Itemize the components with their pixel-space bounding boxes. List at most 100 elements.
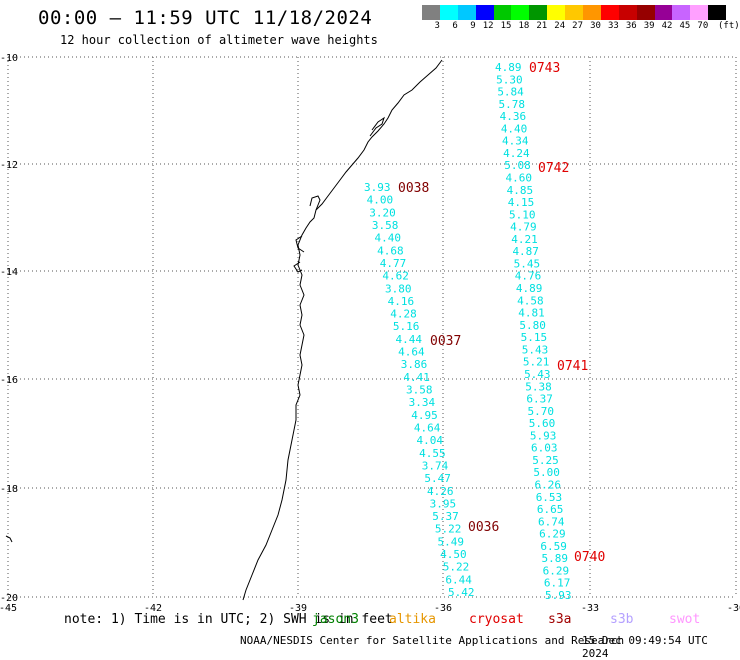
wave-height-label: 5.80 [519, 319, 546, 332]
legend-swatch [654, 5, 673, 20]
legend-swatch [565, 5, 584, 20]
wave-height-label: 4.00 [367, 194, 394, 207]
wave-height-label: 5.45 [514, 257, 541, 270]
wave-height-label: 5.00 [533, 466, 560, 479]
satellite-name: cryosat [469, 612, 524, 627]
wave-height-label: 4.16 [388, 295, 415, 308]
wave-height-label: 5.47 [424, 472, 451, 485]
legend-label: 30 [590, 21, 601, 31]
legend-swatch [529, 5, 548, 20]
wave-height-label: 6.03 [531, 442, 558, 455]
lat-tick-label: -16 [0, 375, 18, 386]
wave-height-label: 4.79 [510, 221, 537, 234]
wave-height-label: 5.42 [448, 586, 475, 599]
legend-swatch [439, 5, 458, 20]
satellite-name: swot [669, 612, 701, 627]
wave-height-label: 4.95 [411, 409, 438, 422]
wave-height-label: 5.37 [432, 510, 459, 523]
lon-tick-label: -42 [144, 603, 162, 614]
wave-height-label: 4.77 [380, 257, 407, 270]
wave-height-label: 4.15 [508, 196, 535, 209]
color-legend [422, 5, 727, 20]
legend-swatch [708, 5, 727, 20]
legend-label: 24 [554, 21, 566, 31]
wave-height-label: 4.34 [502, 135, 529, 148]
wave-height-label: 4.36 [500, 110, 526, 123]
pass-time-label: 0743 [529, 61, 560, 76]
wave-height-label: 5.08 [504, 159, 531, 172]
wave-height-label: 3.34 [409, 396, 436, 409]
legend-swatch [618, 5, 637, 20]
legend-swatch [493, 5, 512, 20]
lon-tick-label: -39 [289, 603, 307, 614]
wave-height-label: 5.70 [528, 405, 555, 418]
legend-label: 18 [518, 21, 530, 31]
wave-height-label: 4.40 [375, 232, 402, 245]
wave-height-label: 5.22 [443, 561, 470, 574]
legend-unit: (ft) [718, 21, 740, 31]
pass-time-label: 0038 [398, 181, 429, 196]
wave-height-label: 4.62 [382, 270, 409, 283]
wave-height-label: 5.43 [524, 368, 551, 381]
wave-height-label: 5.15 [521, 331, 548, 344]
legend-label: 39 [643, 21, 655, 31]
wave-height-label: 6.53 [536, 491, 563, 504]
satellite-name: s3b [610, 612, 634, 627]
wave-height-label: 5.21 [523, 356, 550, 369]
wave-height-label: 4.64 [398, 346, 425, 359]
pass-time-label: 0037 [430, 334, 461, 349]
wave-height-label: 3.20 [369, 206, 396, 219]
wave-height-label: 3.86 [401, 358, 428, 371]
lon-tick-label: -33 [581, 603, 599, 614]
wave-height-label: 5.10 [509, 208, 536, 221]
wave-height-label: 5.89 [542, 552, 569, 565]
wave-height-label: 5.22 [435, 523, 462, 536]
legend-swatch [457, 5, 476, 20]
wave-height-label: 4.28 [390, 308, 417, 321]
legend-swatch [636, 5, 655, 20]
wave-height-label: 4.89 [495, 61, 522, 74]
wave-height-label: 4.58 [517, 294, 544, 307]
pass-time-label: 0741 [557, 359, 588, 374]
wave-height-label: 4.68 [377, 244, 404, 257]
wave-height-label: 3.58 [406, 384, 433, 397]
legend-label: 27 [572, 21, 584, 31]
wave-height-label: 5.78 [498, 98, 525, 111]
lat-tick-label: -10 [0, 53, 18, 64]
legend-label: 9 [470, 21, 476, 31]
pass-time-label: 0742 [538, 161, 569, 176]
wave-height-label: 5.49 [438, 535, 465, 548]
wave-height-label: 6.17 [544, 577, 571, 590]
wave-height-label: 6.65 [537, 503, 564, 516]
wave-height-label: 4.40 [501, 122, 528, 135]
wave-height-label: 4.89 [516, 282, 543, 295]
wave-height-label: 4.24 [503, 147, 530, 160]
wave-height-label: 4.26 [427, 485, 454, 498]
note-text: note: 1) Time is in UTC; 2) SWH is in fe… [64, 612, 393, 627]
wave-height-label: 4.55 [419, 447, 446, 460]
legend-label: 70 [697, 21, 709, 31]
wave-height-label: 5.38 [525, 380, 552, 393]
legend-label: 15 [500, 21, 512, 31]
legend-label: 6 [452, 21, 458, 31]
legend-swatch [511, 5, 530, 20]
legend-swatch [422, 5, 440, 20]
wave-height-label: 6.74 [538, 515, 565, 528]
wave-height-label: 5.25 [532, 454, 559, 467]
map-grid: -45 -42 -39 -36 -33 -30 -10 -12 -14 -16 -18 -20 [0, 53, 740, 614]
wave-height-label: 4.64 [414, 421, 441, 434]
legend-swatch [672, 5, 691, 20]
wave-height-label: 4.60 [505, 172, 531, 185]
lat-tick-label: -12 [0, 160, 18, 171]
footer-timestamp: 15 Dec 09:49:54 UTC 2024 [582, 634, 708, 660]
satellite-name: s3a [548, 612, 572, 627]
wave-height-label: 4.81 [518, 307, 545, 320]
altimeter-tracks: 3.934.003.203.584.404.684.774.623.804.16… [364, 61, 572, 602]
legend-label: 12 [482, 21, 494, 31]
lat-tick-label: -20 [0, 593, 18, 604]
wave-height-label: 3.93 [364, 181, 391, 194]
legend-label: 36 [625, 21, 637, 31]
pass-time-label: 0036 [468, 520, 499, 535]
wave-height-label: 5.93 [545, 589, 572, 602]
